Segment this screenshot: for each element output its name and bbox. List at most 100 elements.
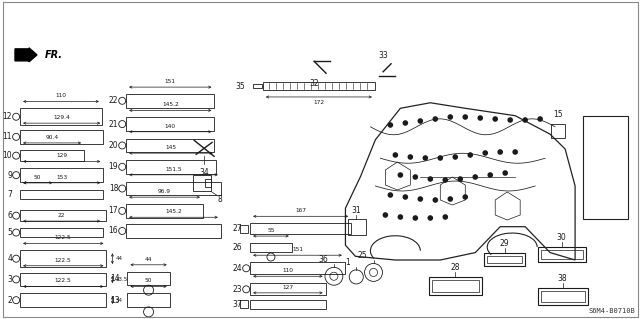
Circle shape — [388, 192, 393, 198]
Text: 16: 16 — [109, 226, 118, 235]
Bar — [250, 243, 292, 252]
Bar — [20, 210, 106, 221]
Text: 24: 24 — [232, 264, 242, 273]
Text: 12: 12 — [3, 112, 12, 121]
Bar — [20, 150, 84, 161]
Text: 122.5: 122.5 — [55, 278, 72, 284]
Circle shape — [442, 214, 448, 220]
Bar — [127, 272, 170, 285]
Bar — [126, 117, 214, 131]
Circle shape — [483, 150, 488, 156]
Circle shape — [463, 114, 468, 120]
Text: 34: 34 — [115, 298, 122, 303]
Text: 122.5: 122.5 — [55, 235, 72, 241]
Circle shape — [433, 197, 438, 203]
Bar — [250, 300, 326, 309]
Text: 145: 145 — [165, 145, 177, 150]
Text: 9: 9 — [7, 171, 12, 180]
Text: 140: 140 — [164, 124, 176, 129]
Bar — [263, 82, 375, 90]
Circle shape — [508, 117, 513, 123]
Bar — [20, 250, 106, 267]
Text: 33: 33 — [378, 51, 388, 60]
Text: 5: 5 — [7, 228, 12, 237]
Circle shape — [388, 122, 393, 128]
Text: 13: 13 — [110, 296, 120, 305]
Text: 35: 35 — [236, 82, 245, 91]
Text: 32: 32 — [309, 79, 319, 88]
Text: 145.2: 145.2 — [162, 102, 179, 108]
Text: 44: 44 — [145, 257, 152, 262]
Circle shape — [538, 116, 543, 122]
Text: 26: 26 — [232, 243, 242, 252]
Text: 25: 25 — [358, 251, 367, 261]
Text: 37: 37 — [232, 300, 242, 309]
Bar — [126, 224, 221, 238]
Text: 1: 1 — [345, 258, 349, 267]
Bar — [250, 262, 345, 274]
Text: 50: 50 — [145, 278, 152, 284]
Text: 10: 10 — [3, 151, 12, 160]
Circle shape — [522, 117, 528, 123]
Text: FR.: FR. — [45, 50, 63, 60]
Text: 127: 127 — [282, 285, 294, 290]
Bar — [20, 228, 103, 237]
Text: 90.4: 90.4 — [45, 135, 59, 140]
Text: S6M4-B0710B: S6M4-B0710B — [588, 308, 635, 314]
Text: 55: 55 — [267, 228, 275, 233]
Bar — [253, 84, 262, 88]
Text: 129: 129 — [56, 153, 67, 159]
Circle shape — [513, 149, 518, 155]
Text: 21: 21 — [109, 120, 118, 129]
Circle shape — [383, 212, 388, 218]
Text: 30: 30 — [557, 233, 566, 242]
Text: 2: 2 — [8, 296, 12, 305]
Text: 7: 7 — [7, 190, 12, 199]
Text: 17: 17 — [109, 206, 118, 215]
Circle shape — [467, 152, 473, 158]
Bar — [126, 182, 221, 195]
Bar — [20, 293, 106, 307]
Text: 19: 19 — [109, 162, 118, 171]
Text: 20: 20 — [109, 141, 118, 150]
Bar — [126, 204, 203, 218]
Bar — [429, 277, 481, 295]
Circle shape — [442, 177, 448, 183]
Text: 50: 50 — [34, 175, 42, 180]
Bar — [20, 130, 103, 144]
Text: 44: 44 — [115, 256, 122, 261]
Text: 151: 151 — [292, 247, 303, 252]
Bar — [432, 280, 479, 292]
Bar — [487, 256, 522, 263]
Circle shape — [403, 120, 408, 126]
Bar — [20, 273, 106, 286]
Text: 151.5: 151.5 — [165, 167, 182, 172]
Text: 153: 153 — [56, 175, 67, 180]
Text: 18: 18 — [109, 184, 118, 193]
Text: 122.5: 122.5 — [55, 258, 72, 263]
Bar — [20, 168, 103, 182]
Circle shape — [417, 118, 423, 124]
Text: 36: 36 — [318, 255, 328, 264]
Circle shape — [458, 176, 463, 182]
Text: 11: 11 — [3, 132, 12, 141]
Circle shape — [392, 152, 398, 158]
Bar — [550, 124, 564, 138]
Circle shape — [502, 170, 508, 176]
Circle shape — [403, 194, 408, 200]
Text: 22: 22 — [109, 96, 118, 105]
Text: 33.5: 33.5 — [115, 277, 127, 282]
Text: 4: 4 — [7, 254, 12, 263]
Bar — [126, 160, 216, 174]
Circle shape — [397, 214, 403, 220]
Text: 34: 34 — [199, 168, 209, 177]
Circle shape — [447, 196, 453, 202]
Bar — [126, 139, 214, 152]
Circle shape — [397, 172, 403, 178]
Text: 110: 110 — [56, 93, 67, 99]
Bar — [541, 291, 584, 302]
Circle shape — [413, 215, 418, 221]
Text: 129.4: 129.4 — [53, 115, 70, 120]
Circle shape — [463, 194, 468, 200]
Text: 96.9: 96.9 — [158, 189, 171, 194]
